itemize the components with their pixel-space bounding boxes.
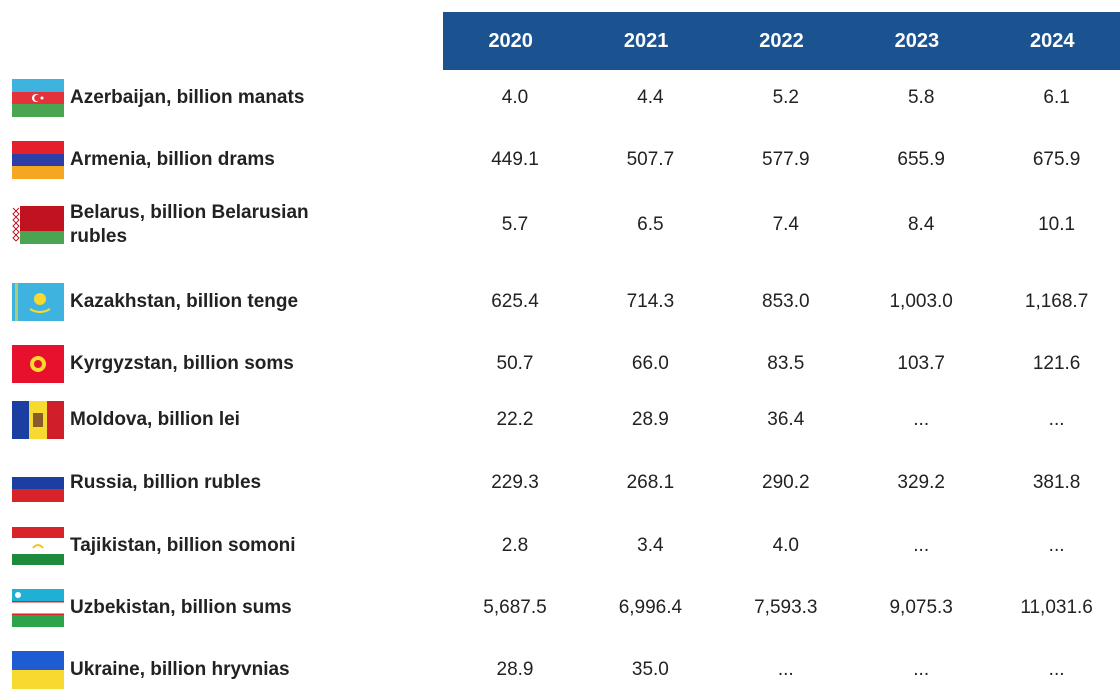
value-cell: 625.4 xyxy=(491,291,539,312)
value-cell: 11,031.6 xyxy=(1020,597,1093,618)
row-label: Tajikistan, billion somoni xyxy=(70,535,296,556)
value-cell: 5,687.5 xyxy=(483,597,547,618)
value-cell: 268.1 xyxy=(626,472,675,493)
table-row: Moldova, billion lei 22.2 28.9 36.4...... xyxy=(0,390,1120,450)
value-cell: 22.2 xyxy=(496,409,534,430)
value-cell: 853.0 xyxy=(762,291,810,312)
value-cell: 7,593.3 xyxy=(754,597,818,618)
value-cell: 103.7 xyxy=(897,353,945,374)
flag xyxy=(12,589,64,627)
flag xyxy=(12,651,64,689)
table-row: Kazakhstan, billion tenge 625.4 714.3 853.… xyxy=(0,272,1120,332)
value-cell: 6.1 xyxy=(1043,87,1070,108)
value-cell: ... xyxy=(913,409,930,430)
value-cell: 6.5 xyxy=(637,214,664,235)
column-header: 2022 xyxy=(759,30,804,52)
table-row: Armenia, billion drams 449.1 507.7 577.9 65… xyxy=(0,130,1120,190)
column-header: 2021 xyxy=(623,30,669,52)
value-cell: 329.2 xyxy=(897,472,945,493)
row-label: Russia, billion rubles xyxy=(70,472,262,493)
value-cell: ... xyxy=(1048,659,1065,680)
value-cell: 121.6 xyxy=(1032,353,1081,374)
flag xyxy=(12,345,64,383)
table-row: Uzbekistan, billion sums 5,687.5 6,996.4 7… xyxy=(0,578,1120,638)
row-label: Ukraine, billion hryvnias xyxy=(70,659,290,680)
row-label: Moldova, billion lei xyxy=(70,409,240,430)
value-cell: 229.3 xyxy=(491,472,539,493)
flag xyxy=(12,206,64,244)
value-cell: 9,075.3 xyxy=(889,597,953,618)
row-label: Kazakhstan, billion tenge xyxy=(70,291,299,312)
flag xyxy=(12,401,64,439)
value-cell: ... xyxy=(1048,409,1065,430)
value-cell: 5.2 xyxy=(772,87,799,108)
value-cell: 83.5 xyxy=(767,353,805,374)
value-cell: 35.0 xyxy=(631,659,669,680)
value-cell: 50.7 xyxy=(496,353,534,374)
value-cell: 4.0 xyxy=(501,87,529,108)
value-cell: 36.4 xyxy=(767,409,805,430)
row-label: Kyrgyzstan, billion soms xyxy=(70,353,294,374)
value-cell: 10.1 xyxy=(1038,214,1076,235)
row-label: Azerbaijan, billion manats xyxy=(70,87,305,108)
table-row: Azerbaijan, billion manats 4.0 4.4 5.2 5.8 6… xyxy=(0,68,1120,128)
flag xyxy=(12,283,64,321)
value-cell: ... xyxy=(913,659,930,680)
page: 2020 2021 2022 2023 2024 Azerbaijan, bil… xyxy=(0,12,1120,689)
value-cell: 675.9 xyxy=(1032,149,1081,170)
value-cell: 1,168.7 xyxy=(1024,291,1089,312)
value-cell: 6,996.4 xyxy=(618,597,683,618)
row-label: Uzbekistan, billion sums xyxy=(70,597,292,618)
flag xyxy=(12,464,64,502)
flag xyxy=(12,527,64,565)
value-cell: 655.9 xyxy=(897,149,945,170)
value-cell: 449.1 xyxy=(491,149,539,170)
value-cell: 577.9 xyxy=(762,149,810,170)
value-cell: 714.3 xyxy=(626,291,675,312)
row-label: Belarus, billion Belarusian rubles xyxy=(70,202,309,247)
table-row: Kyrgyzstan, billion soms 50.7 66.0 83.5 103… xyxy=(0,334,1120,394)
flag xyxy=(12,141,64,179)
value-cell: ... xyxy=(913,535,930,556)
value-cell: 381.8 xyxy=(1032,472,1081,493)
table-row: Belarus, billion Belarusian rubles 5.7 6.… xyxy=(0,195,1120,255)
column-header: 2024 xyxy=(1030,30,1075,52)
value-cell: 8.4 xyxy=(907,214,935,235)
value-cell: 28.9 xyxy=(631,409,669,430)
value-cell: 5.8 xyxy=(907,87,935,108)
value-cell: 2.8 xyxy=(501,535,529,556)
table-row: Tajikistan, billion somoni 2.8 3.4 4.0....… xyxy=(0,516,1120,576)
value-cell: 3.4 xyxy=(637,535,664,556)
flag xyxy=(12,79,64,117)
value-cell: 1,003.0 xyxy=(889,291,953,312)
value-cell: 66.0 xyxy=(631,353,669,374)
value-cell: 507.7 xyxy=(626,149,675,170)
value-cell: 5.7 xyxy=(501,214,529,235)
value-cell: 290.2 xyxy=(762,472,810,493)
column-header: 2023 xyxy=(894,30,940,52)
table-row: Russia, billion rubles 229.3 268.1 290.2 32… xyxy=(0,453,1120,513)
column-header: 2020 xyxy=(488,30,533,52)
value-cell: 4.0 xyxy=(772,535,799,556)
header-bar: 2020 2021 2022 2023 2024 xyxy=(443,12,1120,70)
row-label: Armenia, billion drams xyxy=(70,149,275,170)
value-cell: ... xyxy=(777,659,794,680)
value-cell: ... xyxy=(1048,535,1065,556)
value-cell: 7.4 xyxy=(772,214,799,235)
value-cell: 4.4 xyxy=(637,87,664,108)
value-cell: 28.9 xyxy=(496,659,534,680)
table-row: Ukraine, billion hryvnias 28.9 35.0......… xyxy=(0,640,1120,700)
